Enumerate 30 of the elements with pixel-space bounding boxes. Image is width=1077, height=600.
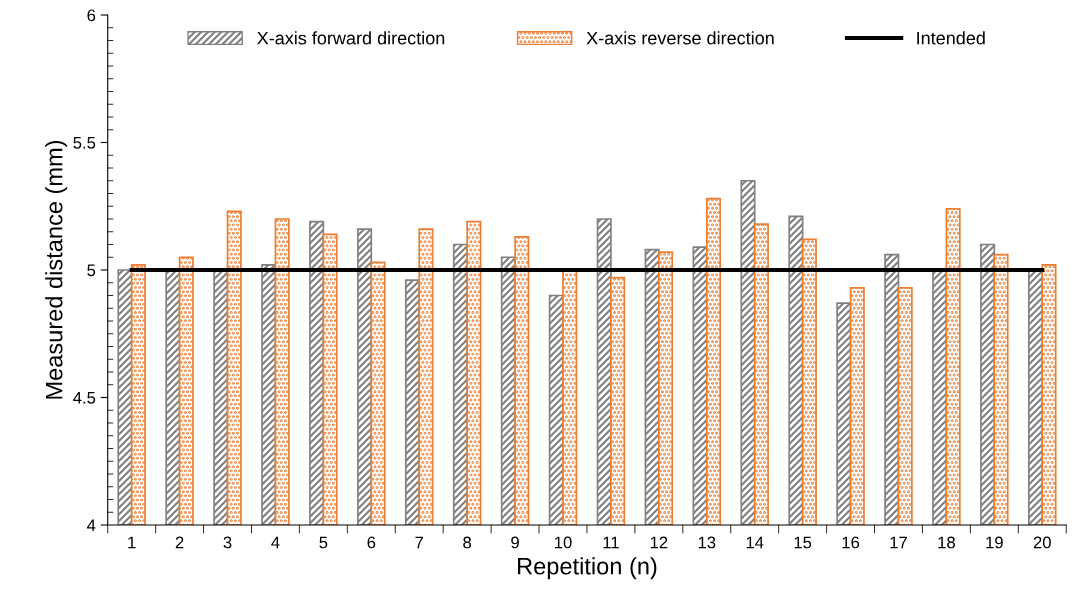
y-axis-title: Measured distance (mm) [45, 140, 68, 399]
legend-label: X-axis reverse direction [586, 31, 774, 45]
x-tick-label: 20 [1033, 536, 1051, 549]
x-tick-label: 18 [938, 536, 955, 549]
x-tick-label: 19 [986, 536, 1003, 549]
legend-label: Intended [917, 31, 985, 45]
x-tick-label: 7 [415, 536, 424, 549]
x-tick-label: 16 [842, 536, 860, 549]
x-tick-label: 11 [603, 536, 619, 549]
y-tick-label: 4 [87, 519, 96, 532]
x-tick-label: 17 [890, 536, 907, 549]
x-tick-label: 3 [223, 536, 232, 549]
x-tick-label: 15 [794, 536, 812, 549]
x-tick-label: 2 [175, 536, 184, 549]
x-tick-label: 9 [511, 536, 519, 549]
x-tick-label: 12 [650, 536, 668, 549]
y-tick-label: 4.5 [73, 392, 96, 404]
x-tick-label: 10 [555, 536, 572, 549]
x-tick-label: 5 [319, 536, 328, 549]
x-tick-label: 8 [463, 536, 472, 549]
x-tick-label: 1 [128, 536, 136, 549]
x-tick-label: 4 [271, 536, 280, 549]
x-axis-title: Repetition (n) [518, 557, 657, 580]
x-tick-label: 13 [698, 536, 716, 549]
y-tick-label: 6 [87, 9, 96, 22]
x-tick-label: 6 [367, 536, 376, 549]
y-tick-label: 5 [87, 264, 96, 277]
x-tick-label: 14 [746, 536, 764, 549]
y-tick-label: 5.5 [73, 137, 96, 149]
legend-label: X-axis forward direction [257, 31, 445, 45]
